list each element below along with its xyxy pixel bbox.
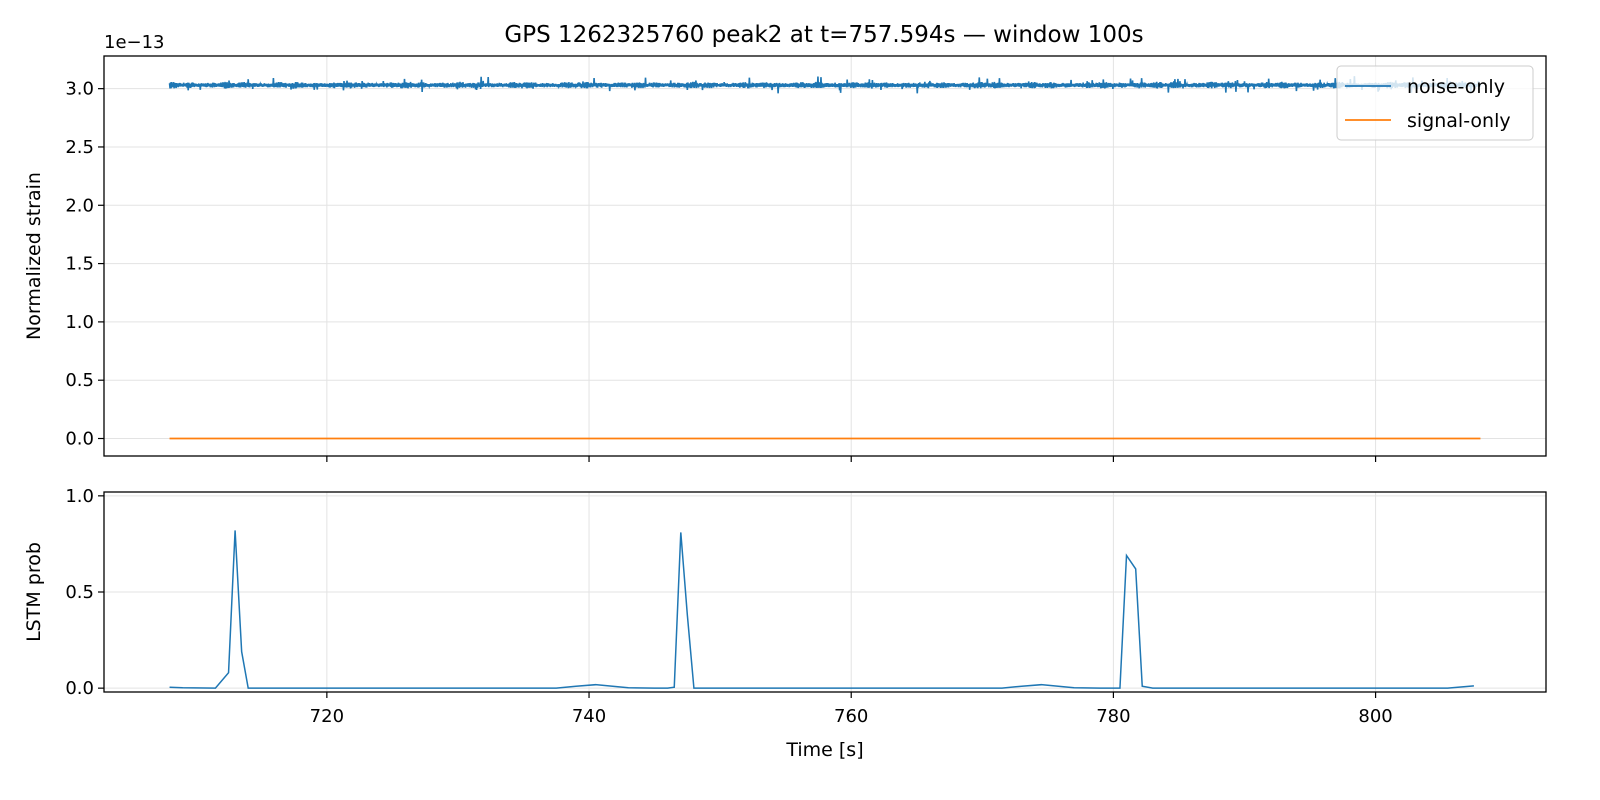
bottom-ytick-label: 1.0: [65, 486, 94, 507]
bottom-xtick-label: 720: [310, 706, 344, 727]
bottom-ylabel: LSTM prob: [23, 542, 45, 642]
bottom-frame: [103, 491, 1547, 693]
top-ytick-label: 1.5: [65, 254, 94, 275]
bottom-xtick-label: 760: [834, 706, 868, 727]
series-noise-only: [168, 76, 1482, 94]
top-frame: [103, 55, 1547, 457]
bottom-xlabel: Time [s]: [785, 739, 863, 761]
bottom-xtick-label: 740: [572, 706, 606, 727]
legend: noise-only signal-only: [1336, 65, 1534, 141]
top-offset-label: 1e−13: [104, 32, 165, 53]
bottom-xtick-label: 780: [1096, 706, 1130, 727]
top-ytick-label: 1.0: [65, 312, 94, 333]
legend-box: [1336, 65, 1534, 141]
top-ytick-label: 2.0: [65, 195, 94, 216]
bottom-xtick-label: 800: [1358, 706, 1392, 727]
figure-title: GPS 1262325760 peak2 at t=757.594s — win…: [504, 22, 1143, 48]
legend-label-signal-only: signal-only: [1407, 110, 1511, 132]
series-lstm-prob: [169, 530, 1474, 689]
bottom-ytick-label: 0.5: [65, 582, 94, 603]
legend-label-noise-only: noise-only: [1407, 76, 1505, 98]
bottom-ytick-label: 0.0: [65, 678, 94, 699]
top-ytick-label: 0.5: [65, 370, 94, 391]
top-ylabel: Normalized strain: [23, 172, 45, 340]
top-panel: 0.0 0.5 1.0 1.5 2.0 2.5 3.0 Normalized strain 1e…: [23, 32, 1547, 462]
top-ytick-label: 3.0: [65, 79, 94, 100]
top-ytick-label: 0.0: [65, 429, 94, 450]
bottom-panel: 720 740 760 780 800 0.0 0.5 1.0 LSTM prob Time [s…: [23, 486, 1547, 761]
top-ytick-label: 2.5: [65, 137, 94, 158]
